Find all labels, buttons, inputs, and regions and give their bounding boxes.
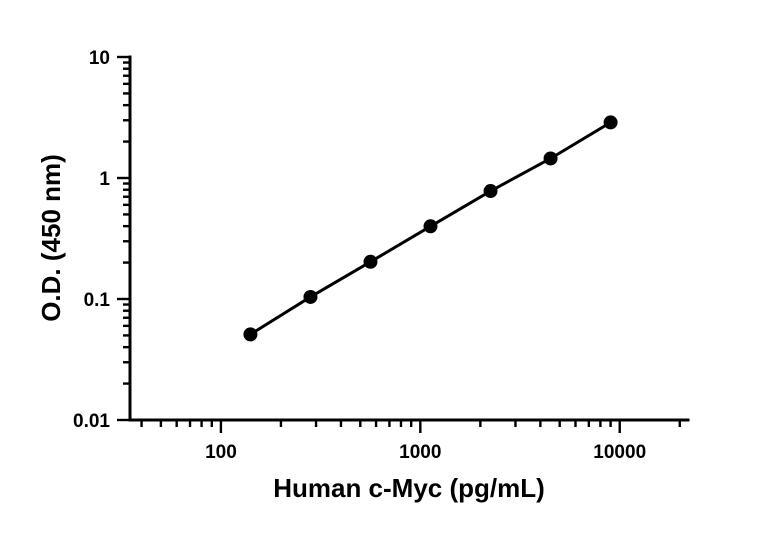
y-axis-title: O.D. (450 nm) xyxy=(36,154,66,322)
y-tick-label: 0.01 xyxy=(73,411,110,432)
data-point-marker xyxy=(243,327,258,342)
data-point-marker xyxy=(363,254,378,269)
x-tick-label: 1000 xyxy=(399,442,441,463)
x-tick-label: 10000 xyxy=(593,442,646,463)
y-tick-label: 0.1 xyxy=(84,290,111,311)
data-point-marker xyxy=(483,184,498,199)
x-axis-title: Human c-Myc (pg/mL) xyxy=(273,473,545,503)
data-point-marker xyxy=(423,219,438,234)
data-point-marker xyxy=(543,151,558,166)
y-tick-label: 1 xyxy=(99,169,110,190)
data-point-marker xyxy=(603,115,618,130)
plot-area: 100 1000 10000 0.01 0.1 1 10 xyxy=(73,48,690,463)
data-point-marker xyxy=(303,289,318,304)
x-tick-label: 100 xyxy=(205,442,237,463)
y-tick-label: 10 xyxy=(89,48,110,69)
